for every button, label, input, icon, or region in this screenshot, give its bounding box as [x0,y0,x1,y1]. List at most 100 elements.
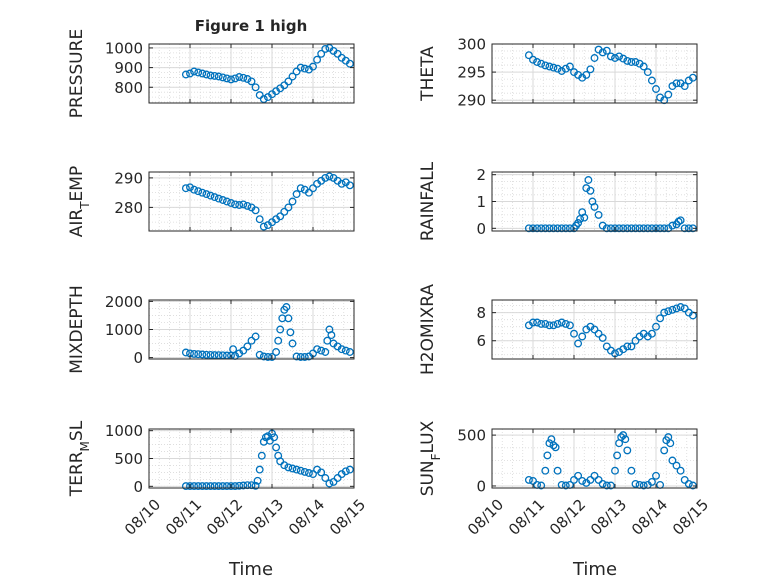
y-tick-label: 280 [114,199,143,217]
x-tick-label: 08/12 [203,496,246,539]
panel-sun-flux-axes-box [491,428,698,489]
data-point [321,173,330,182]
data-point [533,318,542,327]
data-point [239,73,248,82]
panel-mixdepth-y-label: MIXDEPTH [67,285,87,374]
data-point [590,325,599,334]
data-point [276,212,285,221]
data-point [239,200,248,209]
data-point [235,201,244,209]
panel-terr-msl-y-label: TERRMSL [67,420,92,497]
data-point [317,346,326,355]
data-point [206,191,215,200]
panel-h2omixra-y-label: H2OMIXRA [418,284,438,375]
panel-theta-axes-box [491,43,698,104]
panel-h2omixra-axes-box [491,299,698,360]
x-tick-label: 08/12 [546,496,589,539]
data-point [602,224,611,233]
data-point [553,224,562,233]
data-point [272,443,281,452]
data-point [243,201,252,210]
data-point [524,224,533,233]
data-point [243,342,252,351]
data-point [537,319,546,328]
data-point [206,482,215,491]
data-point [680,224,689,233]
data-point [584,176,593,184]
data-point [582,70,591,79]
data-point [602,46,611,55]
data-point [235,481,244,490]
data-point [270,433,279,442]
data-point [333,49,342,58]
data-point [214,194,223,203]
data-point [288,72,297,81]
data-point [284,203,293,212]
data-point [647,477,656,486]
data-point [218,196,227,204]
data-point [253,476,262,485]
data-point [341,346,350,355]
panel-theta-background [492,44,697,103]
data-point [639,62,648,71]
data-point [623,342,632,351]
data-point [672,79,681,88]
data-point [664,90,673,99]
data-point [181,184,190,193]
y-tick-label: 1000 [105,422,143,440]
x-axis-label-left: Time [228,559,273,580]
data-point [198,69,207,78]
y-tick-label: 0 [133,478,143,496]
y-tick-label: 800 [114,79,143,97]
data-point [288,339,297,348]
data-point [590,471,599,480]
y-tick-label: 300 [457,36,486,54]
panel-air-temp: 280 290 AIRTEMP [67,166,355,237]
data-point [321,44,330,53]
data-point [537,59,546,68]
data-point [565,62,574,71]
y-tick-label: 1000 [105,39,143,57]
data-point [194,482,203,491]
data-point [594,210,603,219]
data-point [210,482,219,491]
data-point [647,329,656,338]
panel-theta-y-label: THETA [418,46,438,102]
data-point [280,207,289,216]
data-point [288,464,297,473]
data-point [251,332,260,341]
data-point [251,481,260,490]
data-point [313,55,322,64]
data-point [545,439,554,448]
data-point [557,224,566,233]
data-point [602,342,611,351]
data-point [181,70,190,79]
y-tick-label: 8 [476,304,486,322]
data-point [627,342,636,351]
data-point [181,482,190,491]
data-point [664,307,673,316]
data-point [222,197,231,206]
data-point [255,215,264,224]
data-point [586,475,595,484]
data-point [227,482,235,491]
data-point [553,319,562,328]
data-point [545,321,554,330]
y-tick-label: 290 [114,169,143,187]
data-point [574,471,583,480]
data-point [627,58,636,66]
data-point [323,336,332,345]
data-point [561,224,570,233]
panel-pressure-axes-box [148,43,355,104]
data-point [296,466,305,475]
data-point [288,197,297,206]
data-point [652,322,660,331]
panel-h2omixra-points [524,303,697,358]
data-point [247,336,256,345]
data-point [210,351,219,360]
data-point [296,184,305,193]
data-point [639,481,648,490]
data-point [623,56,632,65]
data-point [337,345,346,354]
